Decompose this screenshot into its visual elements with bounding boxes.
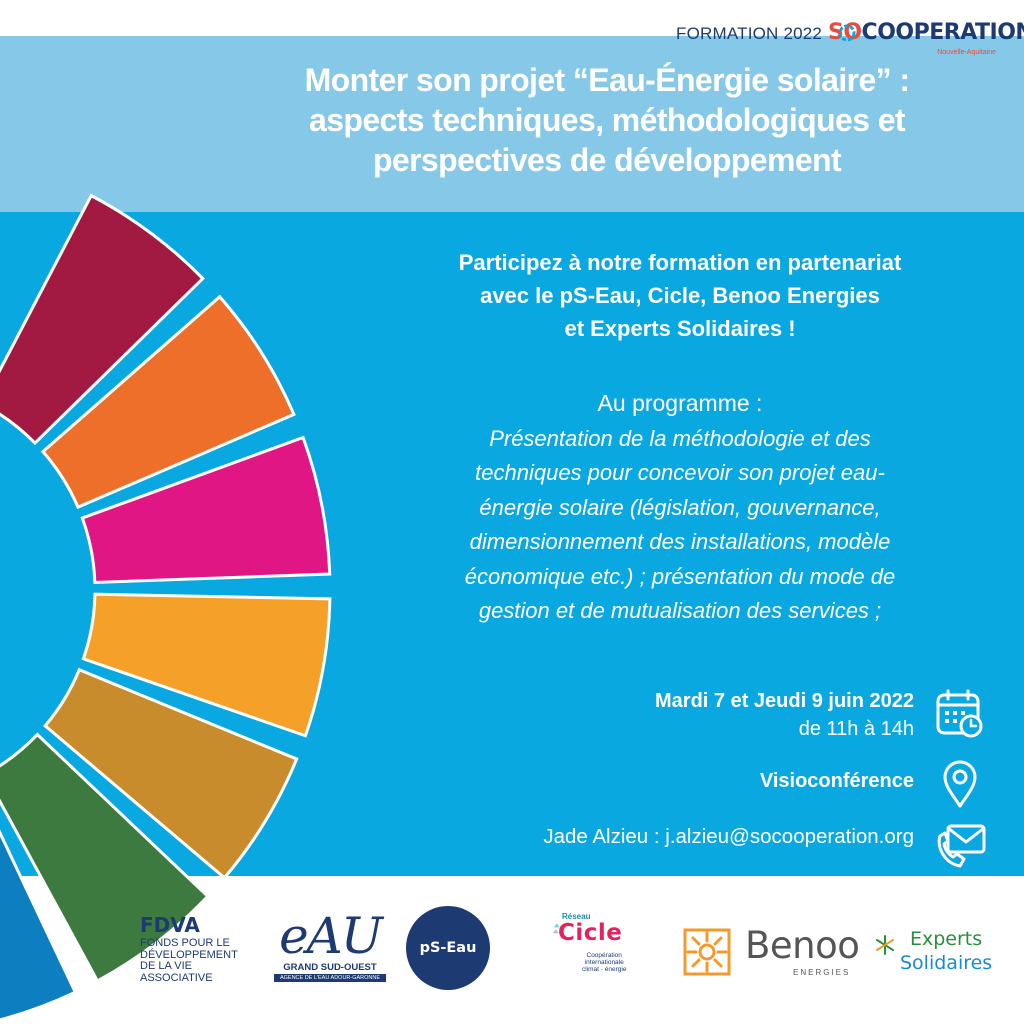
program-line: dimensionnement des installations, modèl… <box>469 529 891 555</box>
fdva-line: FONDS POUR LE <box>140 937 230 949</box>
intro-line: avec le pS-Eau, Cicle, Benoo Energies <box>480 283 880 308</box>
brand-ring-icon <box>838 24 856 42</box>
cicle-line: Coopération <box>586 952 622 959</box>
benoo-subtitle: ENERGIES <box>793 968 851 977</box>
cicle-line: internationale <box>584 959 624 966</box>
brand-name: SOCOOPERATION <box>828 20 1024 45</box>
intro-line: Participez à notre formation en partenar… <box>458 250 902 275</box>
cicle-subtitle: Coopération internationale climat · éner… <box>582 952 626 973</box>
top-strip <box>0 0 1024 36</box>
pseau-logo: pS-Eau <box>406 906 490 990</box>
fdva-line: ASSOCIATIVE <box>140 971 213 984</box>
header-band <box>0 36 1024 212</box>
agence-eau-logo: eAU GRAND SUD-OUEST AGENCE DE L'EAU ADOU… <box>274 907 386 984</box>
fdva-subtitle: FONDS POUR LE DÉVELOPPEMENT DE LA VIE AS… <box>140 937 264 984</box>
eau-agency-bar: AGENCE DE L'EAU ADOUR-GARONNE <box>274 974 386 982</box>
fdva-logo: FDVA FONDS POUR LE DÉVELOPPEMENT DE LA V… <box>140 914 264 984</box>
phone-mail-icon <box>937 824 986 868</box>
eau-word: eAU <box>279 907 383 965</box>
star-burst-icon <box>876 935 894 955</box>
calendar-clock-icon <box>936 689 983 738</box>
solidaires-word: Solidaires <box>900 952 993 974</box>
socooperation-logo: SOCOOPERATION Nouvelle-Aquitaine <box>828 14 1024 60</box>
title-line: Monter son projet “Eau-Énergie solaire” … <box>304 62 910 98</box>
program-line: énergie solaire (législation, gouvernanc… <box>479 494 881 520</box>
program-line: gestion et de mutualisation des services… <box>478 598 882 624</box>
fdva-line: DE LA VIE <box>140 960 192 972</box>
page-title: Monter son projet “Eau-Énergie solaire” … <box>262 60 952 180</box>
eau-subtitle: GRAND SUD-OUEST <box>283 962 377 973</box>
cicle-triangle <box>553 923 560 928</box>
program-description: Présentation de la méthodologie et des t… <box>380 422 980 628</box>
event-date: Mardi 7 et Jeudi 9 juin 2022 <box>655 690 914 712</box>
contact-email[interactable]: Jade Alzieu : j.alzieu@socooperation.org <box>543 825 914 848</box>
brand-suffix: COOPERATION <box>861 20 1024 45</box>
program-heading: Au programme : <box>597 390 763 416</box>
experts-word: Experts <box>910 928 983 950</box>
fdva-line: DÉVELOPPEMENT <box>140 948 238 961</box>
cicle-line: climat · énergie <box>582 966 627 973</box>
program-line: économique etc.) ; présentation du mode … <box>464 563 896 589</box>
title-line: aspects techniques, méthodologiques et <box>309 102 906 138</box>
experts-solidaires-logo: Experts Solidaires <box>874 928 1008 978</box>
cicle-triangle <box>552 929 559 934</box>
intro-line: et Experts Solidaires ! <box>564 316 796 341</box>
program-line: techniques pour concevoir son projet eau… <box>475 460 885 486</box>
cicle-network-label: Réseau <box>562 912 591 921</box>
event-time: de 11h à 14h <box>798 718 914 740</box>
fdva-title: FDVA <box>140 913 200 937</box>
cicle-logo: Réseau Cicle Coopération internationale … <box>524 908 644 990</box>
program-line: Présentation de la méthodologie et des <box>489 426 871 451</box>
formation-label: FORMATION 2022 <box>676 24 823 43</box>
benoo-energies-logo: Benoo ENERGIES <box>683 924 860 982</box>
intro-text: Participez à notre formation en partenar… <box>370 246 990 345</box>
event-place: Visioconférence <box>759 770 914 792</box>
sun-square-icon <box>683 928 731 976</box>
brand-region: Nouvelle-Aquitaine <box>937 49 996 56</box>
cicle-triangles-icon <box>552 923 560 934</box>
benoo-word: Benoo <box>745 924 860 967</box>
cicle-word: Cicle <box>558 920 623 946</box>
title-line: perspectives de développement <box>372 142 842 178</box>
location-pin-icon <box>943 760 977 808</box>
pseau-word: pS-Eau <box>419 940 477 956</box>
